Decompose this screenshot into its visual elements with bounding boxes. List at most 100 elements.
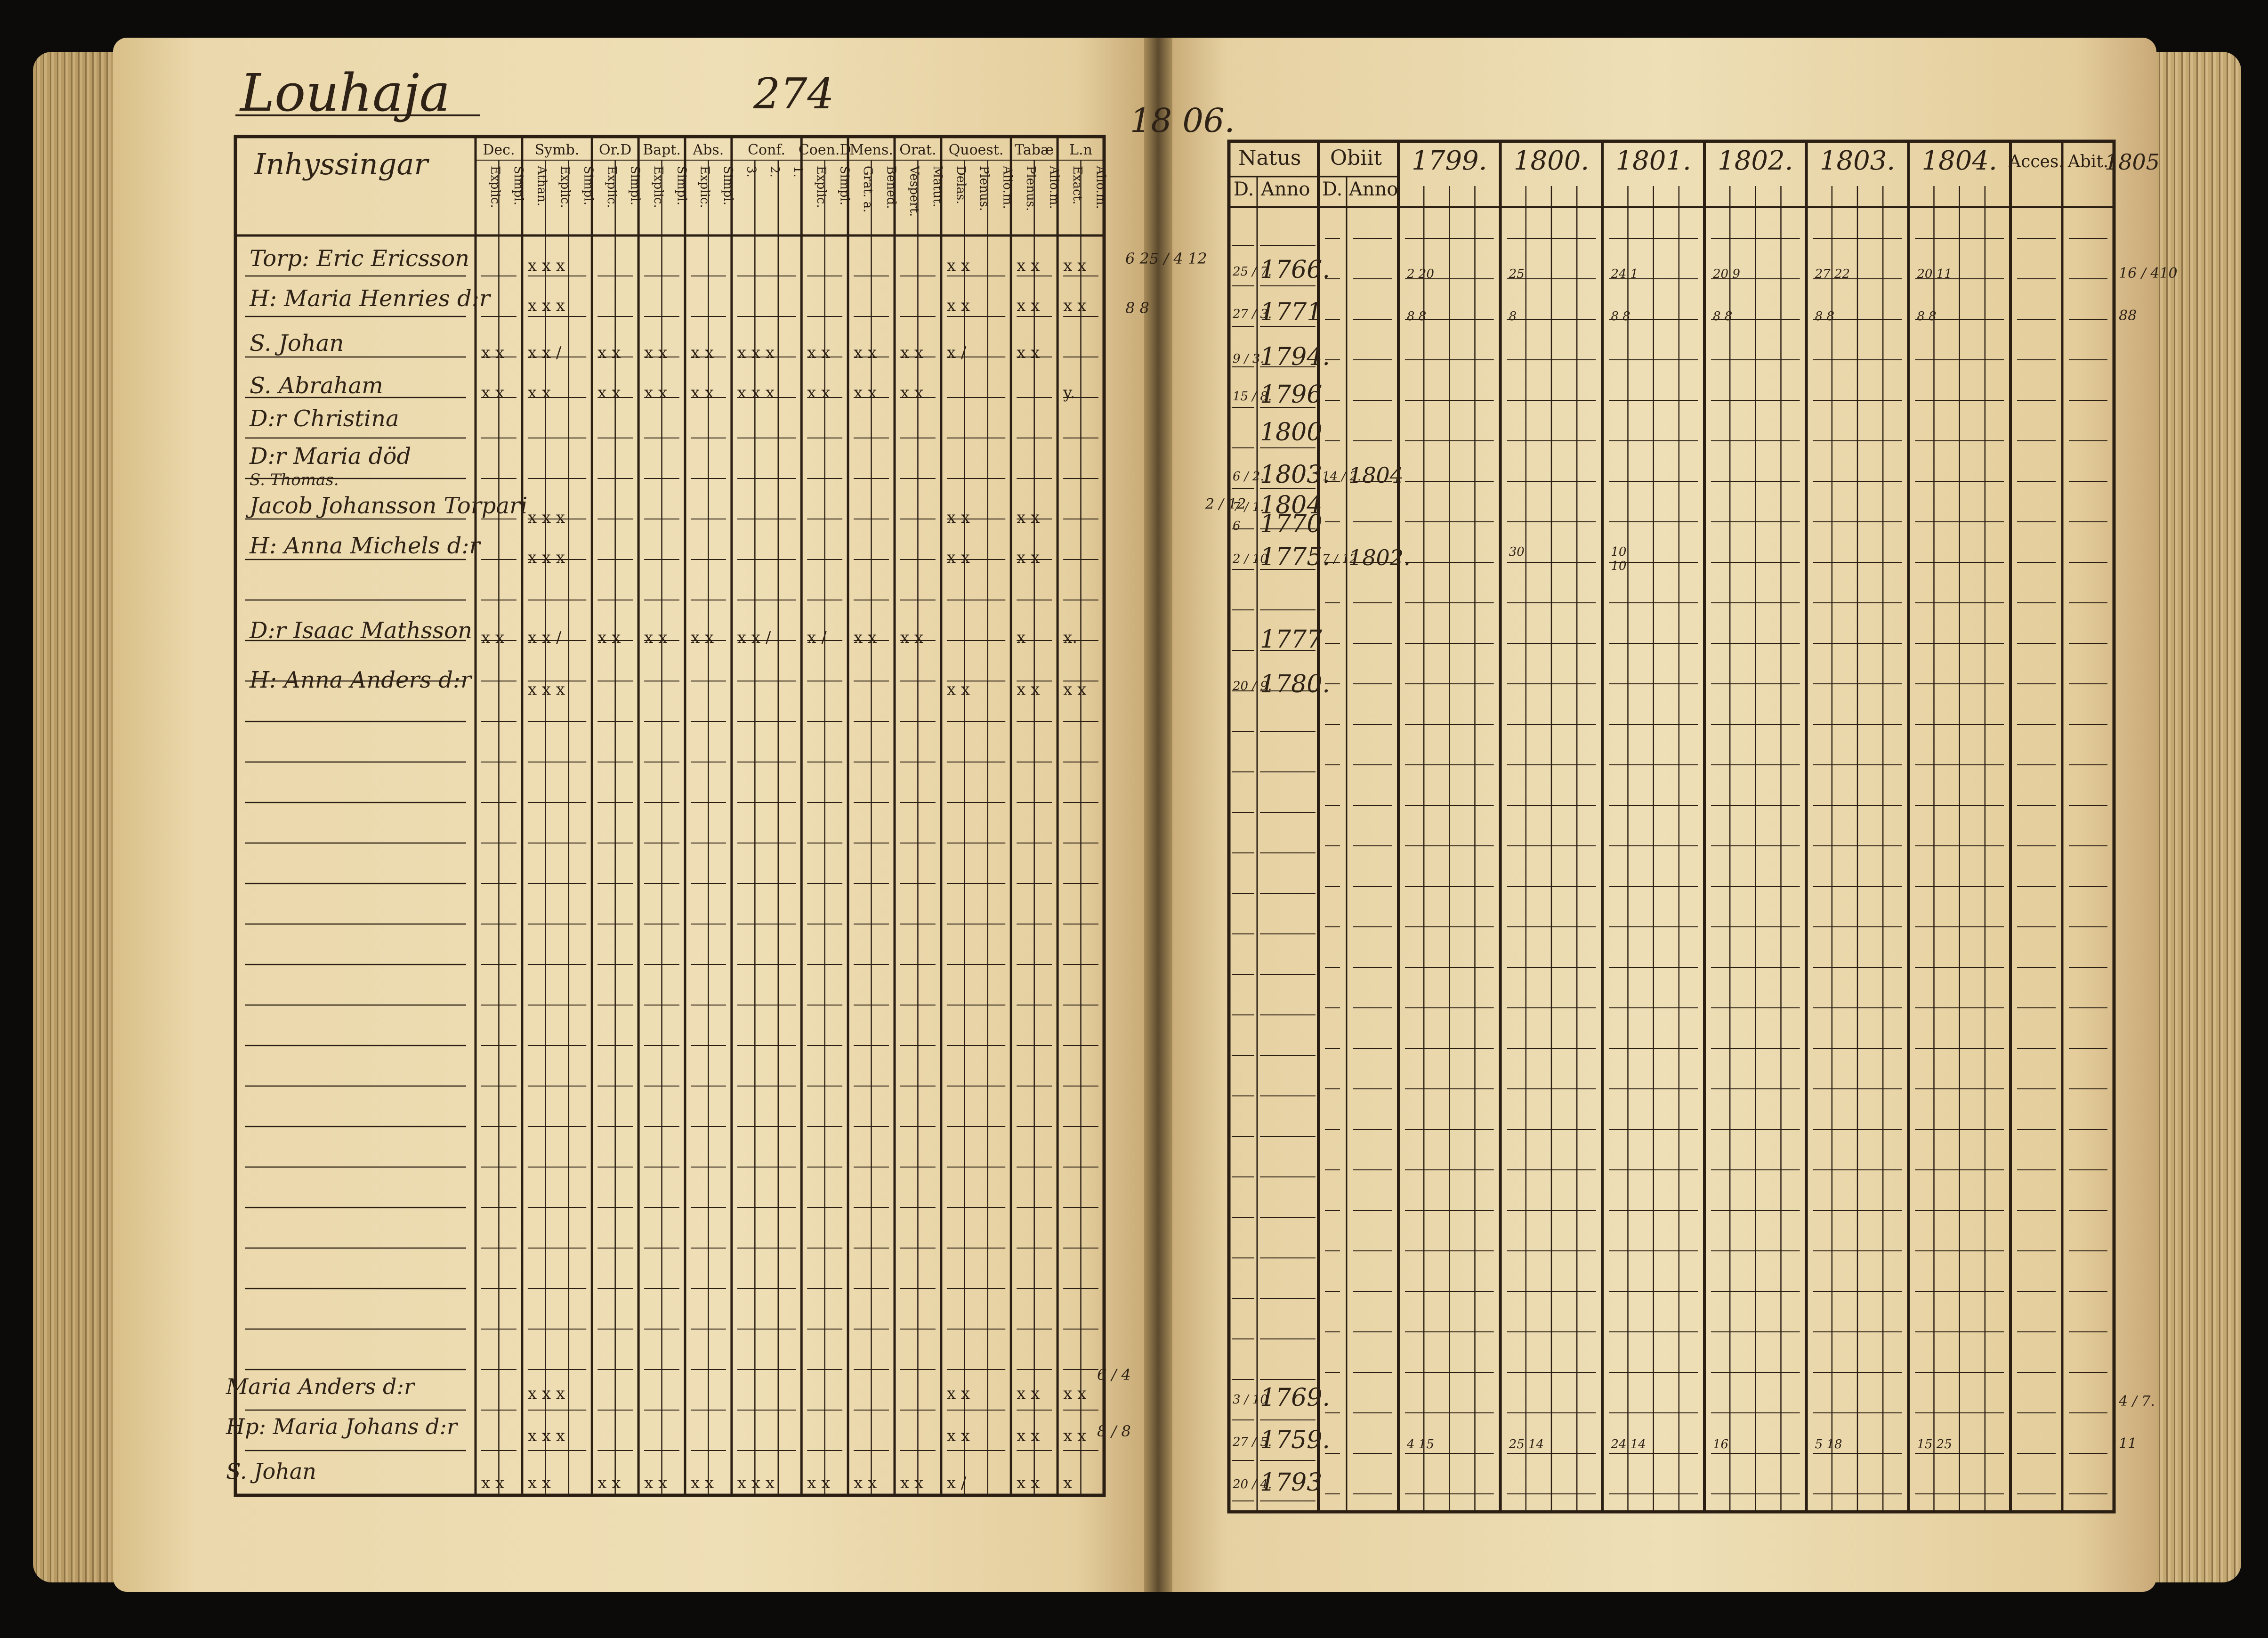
ink-mark: x x — [947, 256, 970, 275]
left-page — [113, 38, 1149, 1592]
ink-mark: x x — [691, 628, 714, 647]
register-name: D:r Maria död — [249, 443, 411, 470]
year-tally: 5 18 — [1815, 1437, 1842, 1451]
register-name: Maria Anders d:r — [226, 1374, 416, 1399]
side-year: 18 06. — [1130, 101, 1235, 140]
sub-column-header: Plenus. — [1024, 166, 1038, 211]
year-tally: 8 8 — [1407, 309, 1426, 324]
ink-mark: x x x — [528, 1384, 565, 1403]
ink-mark: x x — [1017, 256, 1040, 275]
sub-column-header: Simpl. — [581, 166, 596, 205]
group-header: Dec. — [483, 142, 515, 158]
register-name: Hp: Maria Johans d:r — [226, 1414, 459, 1439]
ink-mark: x / — [947, 343, 967, 362]
year-tally: 15 25 — [1917, 1437, 1952, 1451]
sub-column-header: Simpl. — [837, 166, 851, 205]
book-gutter — [1144, 38, 1172, 1592]
ink-mark: x x — [900, 383, 923, 402]
open-book — [28, 19, 2241, 1620]
natus-day: 27 / 5. — [1232, 1435, 1272, 1449]
group-header: Symb. — [535, 142, 580, 158]
sub-column-header: Simpl. — [674, 166, 688, 205]
extra-year: 1805 — [2105, 149, 2160, 175]
margin-note: 2 / 12 — [1205, 496, 1246, 512]
year-header: 1802. — [1718, 146, 1793, 176]
ink-mark: x x — [597, 1474, 621, 1492]
group-header: Or.D — [599, 142, 631, 158]
natus-day: 7 / 1. — [1233, 500, 1264, 514]
ink-mark: x x — [854, 628, 877, 647]
ink-mark: x x — [481, 628, 504, 647]
natus-year: 1771 — [1260, 298, 1322, 326]
ink-mark: x x — [597, 383, 621, 402]
year-tally: 27 22 — [1815, 267, 1850, 281]
sub-column-header: Explic. — [814, 166, 828, 208]
margin-note: 8 / 8 — [1097, 1422, 1131, 1440]
ink-mark: x x — [807, 1474, 830, 1492]
group-header: L.n — [1069, 142, 1092, 158]
natus-day: 25 / 7. — [1232, 265, 1272, 279]
ink-mark: x x x — [737, 383, 775, 402]
ink-mark: x x — [947, 1384, 970, 1403]
natus-day: 20 / 4. — [1232, 1477, 1272, 1492]
sub-column-header: Alio.m. — [1047, 165, 1061, 209]
ink-mark: x x — [900, 628, 923, 647]
year-header: 1803. — [1820, 146, 1895, 176]
obiit-year: 1802. — [1348, 545, 1411, 570]
year-tally: 8 — [1509, 309, 1517, 324]
ink-mark: x x — [597, 343, 621, 362]
obiit-day: 7 / 12 — [1322, 552, 1357, 566]
ink-mark: x x — [1017, 548, 1040, 567]
natus-day: 15 / 8. — [1233, 389, 1272, 404]
margin-note: 6 25 / 4 12 — [1125, 250, 1207, 268]
ink-mark: x / — [947, 1474, 967, 1492]
natus-year: 1796 — [1260, 381, 1322, 409]
ink-mark: x x x — [737, 1474, 775, 1492]
ink-mark: x. — [1063, 628, 1077, 647]
ink-mark: x x x — [528, 256, 565, 275]
ink-mark: x x — [947, 296, 970, 315]
year-tally: 10 — [1611, 545, 1626, 559]
year-tally: 20 11 — [1916, 267, 1952, 281]
right-table-frame — [1227, 139, 2116, 1514]
natus-day: 6 / 2. — [1233, 470, 1264, 484]
register-name: H: Anna Michels d:r — [249, 533, 482, 559]
ink-mark: x x — [481, 1474, 504, 1492]
sub-column-header: Bened. — [884, 166, 898, 209]
ink-mark: x x — [528, 383, 551, 402]
year-tally: 25 — [1509, 267, 1525, 281]
ink-mark: x x — [854, 343, 877, 362]
ink-mark: x x — [1017, 1384, 1040, 1403]
ink-mark: x x — [947, 548, 970, 567]
year-header: 1799. — [1412, 146, 1487, 176]
ink-mark: x x — [597, 628, 621, 647]
group-header: Orat. — [899, 142, 936, 158]
year-tally: 8 8 — [1917, 309, 1936, 324]
ink-mark: x x x — [737, 343, 775, 362]
ink-mark: x x — [900, 1474, 923, 1492]
ink-mark: x x x — [528, 680, 565, 699]
natus-year: 1759. — [1260, 1426, 1330, 1454]
ink-mark: x x x — [528, 1427, 565, 1445]
ink-mark: x x — [947, 508, 970, 527]
accessit-header: Acces. — [2008, 152, 2064, 171]
natus-year: 1777 — [1260, 625, 1323, 654]
natus-year: 1803. — [1260, 461, 1330, 489]
ink-mark: x x — [691, 343, 714, 362]
sub-column-header: Vespert. — [907, 165, 921, 217]
natus-year: 1804 — [1260, 491, 1322, 519]
ink-mark: x x — [481, 383, 504, 402]
ink-mark: x x / — [737, 628, 771, 647]
ink-mark: x — [1063, 1474, 1072, 1492]
year-tally: 16 — [1713, 1437, 1728, 1451]
year-tally: 20 9 — [1712, 267, 1740, 281]
ink-mark: x x — [644, 343, 667, 362]
margin-note: 6 / 4 — [1097, 1366, 1131, 1384]
register-name: S. Abraham — [250, 373, 383, 399]
ink-mark: x x — [691, 383, 714, 402]
sub-column-header: Explic. — [488, 166, 502, 208]
obiit-anno-header: Anno — [1348, 178, 1398, 200]
ink-mark: y. — [1063, 383, 1075, 402]
ink-mark: x x x — [528, 296, 565, 315]
